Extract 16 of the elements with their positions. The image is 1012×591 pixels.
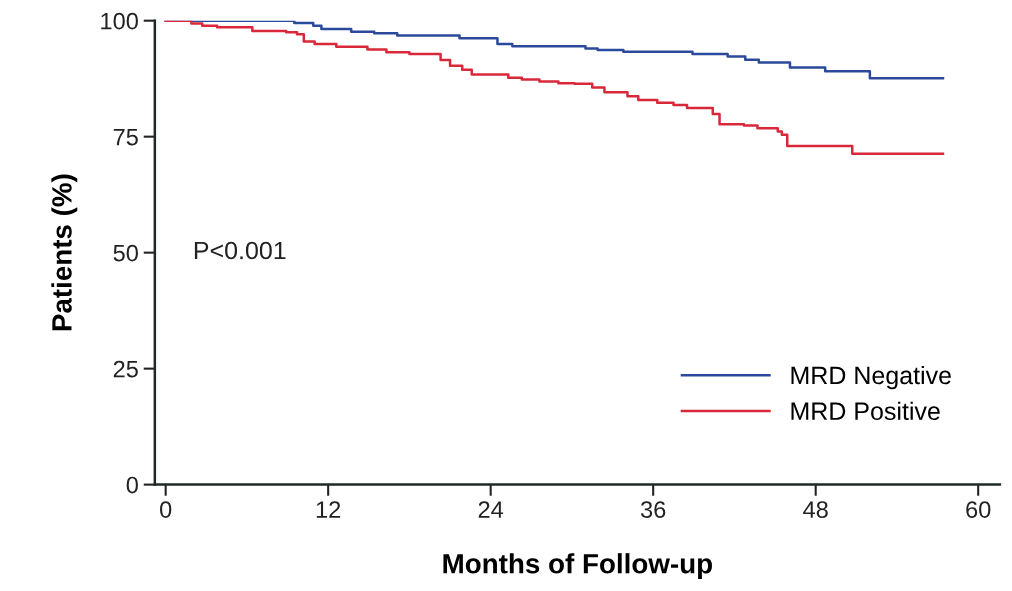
x-tick-label: 36 bbox=[640, 501, 666, 518]
legend-label: MRD Negative bbox=[791, 365, 951, 390]
x-tick-label: 0 bbox=[160, 501, 172, 518]
x-tick-label: 60 bbox=[966, 501, 991, 518]
y-tick-label: 50 bbox=[113, 244, 138, 262]
x-tick-label: 24 bbox=[478, 501, 504, 518]
legend-label: MRD Positive bbox=[791, 401, 940, 421]
y-tick-label: 25 bbox=[113, 360, 138, 378]
y-tick-label: 75 bbox=[113, 128, 138, 146]
x-tick-label: 12 bbox=[316, 501, 341, 518]
x-tick-label: 48 bbox=[803, 501, 828, 518]
y-tick-label: 0 bbox=[126, 476, 138, 494]
x-axis-title: Months of Follow-up bbox=[443, 553, 712, 580]
annotation: P<0.001 bbox=[194, 241, 286, 260]
y-axis-title: Patients (%) bbox=[51, 174, 78, 331]
y-tick-label: 100 bbox=[101, 12, 138, 30]
